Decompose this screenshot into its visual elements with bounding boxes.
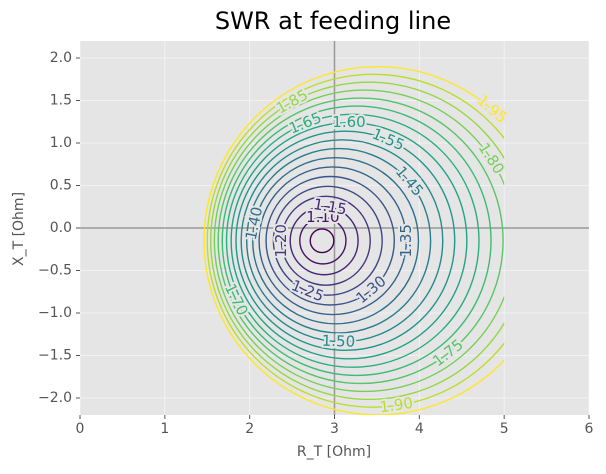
x-tick-label: 4 <box>415 421 424 437</box>
contour-line <box>225 113 480 368</box>
contour-label: 1.35 <box>397 224 415 257</box>
contour-line <box>265 175 396 306</box>
y-tick-label: −1.5 <box>38 348 72 364</box>
x-tick-label: 2 <box>245 421 254 437</box>
x-axis-label: R_T [Ohm] <box>297 444 371 460</box>
x-tick-label: 6 <box>585 421 594 437</box>
y-tick-label: 1.5 <box>50 93 72 109</box>
contour-label: 1.10 <box>306 208 339 226</box>
contour-line <box>203 66 505 415</box>
y-tick-label: 0.0 <box>50 220 72 236</box>
contour-line <box>289 206 359 276</box>
y-tick-label: 2.0 <box>50 50 72 66</box>
contour-line <box>258 166 408 316</box>
x-tick-label: 1 <box>160 421 169 437</box>
chart-title: SWR at feeding line <box>215 7 451 35</box>
contour-label: 1.50 <box>321 332 355 351</box>
y-tick-label: 1.0 <box>50 135 72 151</box>
x-tick-label: 5 <box>500 421 509 437</box>
contour-label: 1.60 <box>332 113 365 131</box>
contour-line <box>272 185 383 296</box>
y-tick-label: −2.0 <box>38 390 72 406</box>
contour-label: 1.90 <box>379 394 415 416</box>
contour-line <box>213 89 505 393</box>
y-tick-label: 0.5 <box>50 178 72 194</box>
contour-line <box>240 139 444 343</box>
contour-line <box>221 105 492 377</box>
contour-line <box>309 228 335 254</box>
contour-line <box>230 121 468 360</box>
contour-line <box>245 147 432 334</box>
contour-line <box>217 97 504 385</box>
contour-line <box>210 81 505 401</box>
contour-group <box>203 66 505 415</box>
x-tick-label: 3 <box>330 421 339 437</box>
contour-label: 1.20 <box>272 224 290 257</box>
y-tick-label: −1.0 <box>38 305 72 321</box>
contour-line <box>280 195 371 286</box>
y-axis-label: X_T [Ohm] <box>11 192 27 266</box>
contour-line <box>206 73 505 408</box>
contour-line <box>299 216 347 265</box>
contour-line <box>235 130 456 352</box>
x-tick-label: 0 <box>76 421 85 437</box>
y-tick-label: −0.5 <box>38 263 72 279</box>
contour-line <box>252 157 420 325</box>
